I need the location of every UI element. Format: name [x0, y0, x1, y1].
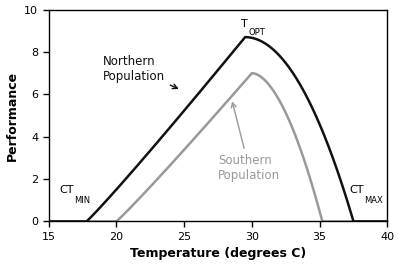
- Text: T: T: [241, 19, 248, 29]
- Text: MIN: MIN: [74, 196, 90, 205]
- Text: Southern
Population: Southern Population: [218, 103, 280, 182]
- Text: MAX: MAX: [364, 196, 383, 205]
- Y-axis label: Performance: Performance: [6, 70, 18, 161]
- Text: Northern
Population: Northern Population: [103, 55, 178, 89]
- Text: CT: CT: [350, 185, 364, 195]
- Text: CT: CT: [59, 185, 74, 195]
- X-axis label: Temperature (degrees C): Temperature (degrees C): [130, 247, 306, 260]
- Text: OPT: OPT: [248, 28, 265, 37]
